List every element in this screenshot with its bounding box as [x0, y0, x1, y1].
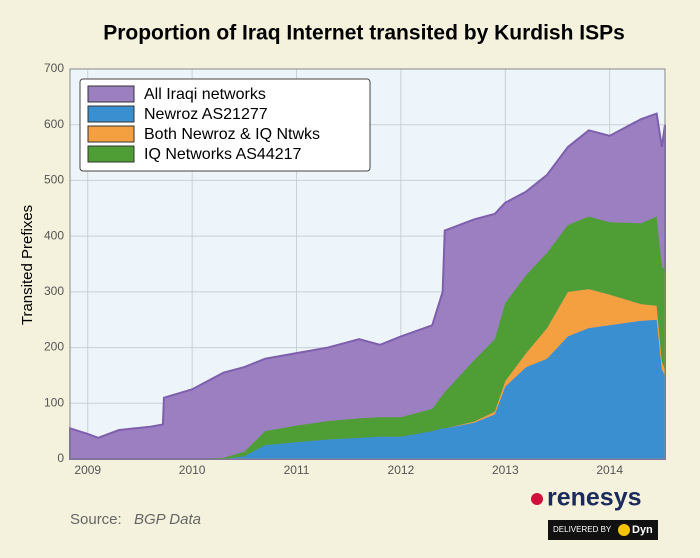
- x-tick-label: 2011: [284, 463, 310, 477]
- y-tick-label: 400: [44, 228, 64, 242]
- logo-dot: [531, 493, 543, 505]
- x-tick-label: 2010: [179, 463, 206, 477]
- legend-swatch: [87, 125, 135, 143]
- y-tick-label: 200: [44, 340, 64, 354]
- source-label: Source:: [70, 511, 122, 528]
- x-tick-label: 2009: [74, 463, 101, 477]
- legend-swatch: [87, 105, 135, 123]
- area: [70, 319, 665, 459]
- y-tick-label: 500: [44, 173, 64, 187]
- y-axis-label: Transited Prefixes: [19, 205, 36, 325]
- legend-swatch: [87, 85, 135, 103]
- area: [70, 216, 665, 459]
- area: [70, 289, 665, 459]
- x-tick-label: 2012: [388, 463, 415, 477]
- x-tick-label: 2014: [596, 463, 623, 477]
- y-tick-label: 0: [57, 451, 64, 465]
- legend-label: Both Newroz & IQ Ntwks: [144, 126, 320, 143]
- chart-title: Proportion of Iraq Internet transited by…: [103, 22, 625, 45]
- partner: Dyn: [632, 524, 653, 536]
- legend-label: IQ Networks AS44217: [144, 146, 302, 163]
- legend-label: Newroz AS21277: [144, 106, 268, 123]
- y-tick-label: 600: [44, 117, 64, 131]
- source: BGP Data: [134, 511, 201, 528]
- badge: [548, 520, 658, 540]
- legend-box: [79, 78, 371, 172]
- delivered-by: DELIVERED BY: [553, 525, 612, 534]
- legend-label: All Iraqi networks: [144, 86, 266, 103]
- legend-swatch: [87, 145, 135, 163]
- y-tick-label: 300: [44, 284, 64, 298]
- x-tick-label: 2013: [492, 463, 519, 477]
- logo: renesys: [547, 484, 642, 512]
- partner-icon: [618, 524, 630, 536]
- y-tick-label: 700: [44, 61, 64, 75]
- y-tick-label: 100: [44, 395, 64, 409]
- plot-frame: [69, 68, 666, 460]
